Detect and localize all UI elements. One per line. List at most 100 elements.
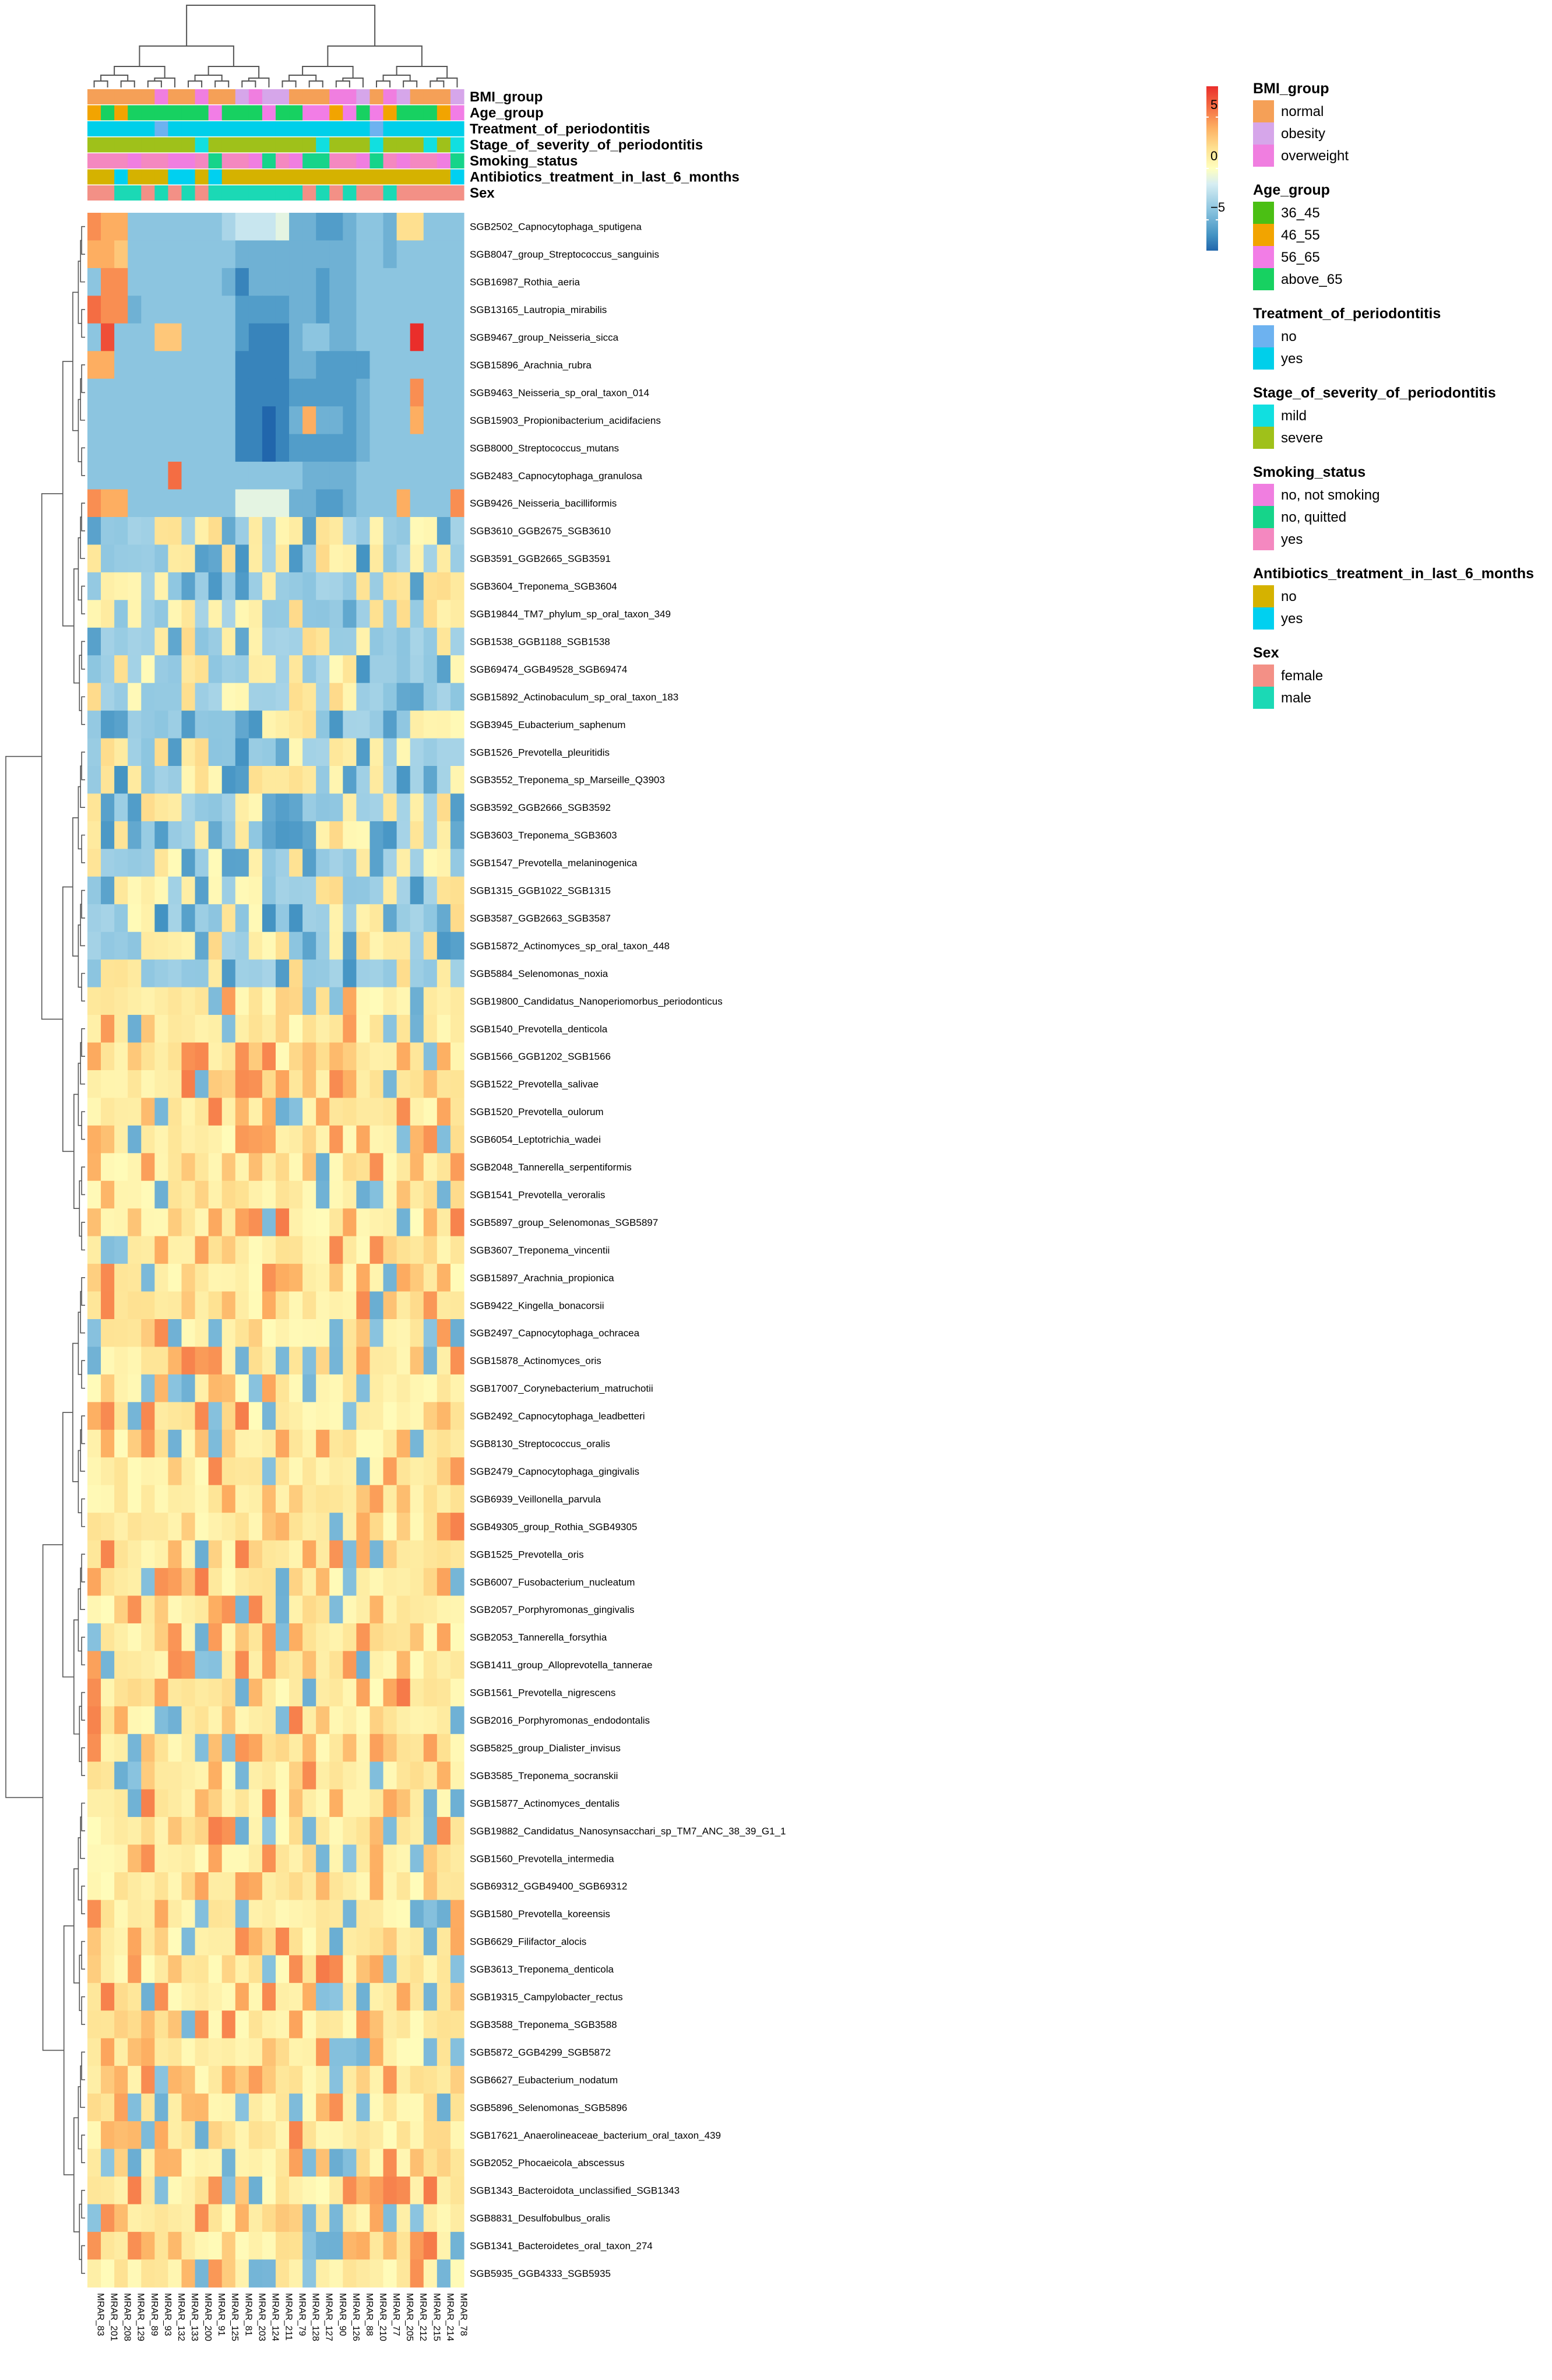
heatmap-cell <box>154 1208 169 1237</box>
heatmap-cell <box>329 1872 343 1901</box>
heatmap-cell <box>396 406 411 435</box>
heatmap-cell <box>289 1872 303 1901</box>
heatmap-cell <box>181 406 196 435</box>
heatmap-cell <box>423 931 438 960</box>
heatmap-cell <box>208 1706 223 1735</box>
heatmap-cell <box>208 1208 223 1237</box>
heatmap-cell <box>316 904 330 933</box>
heatmap-cell <box>343 1153 357 1182</box>
heatmap-cell <box>437 462 451 490</box>
heatmap-cell <box>195 213 209 241</box>
annotation-cell <box>101 153 115 168</box>
heatmap-cell <box>423 1623 438 1651</box>
heatmap-cell <box>437 793 451 822</box>
heatmap-cell <box>450 1236 464 1264</box>
heatmap-cell <box>221 1236 236 1264</box>
heatmap-cell <box>410 1844 424 1873</box>
heatmap-cell <box>235 378 249 407</box>
heatmap-cell <box>208 1900 223 1928</box>
heatmap-cell <box>114 1568 128 1597</box>
heatmap-cell <box>423 1817 438 1845</box>
heatmap-cell <box>195 2066 209 2094</box>
heatmap-cell <box>114 1678 128 1707</box>
heatmap-cell <box>423 268 438 296</box>
heatmap-cell <box>221 2231 236 2260</box>
heatmap-cell <box>383 1098 397 1126</box>
dendrogram-branch <box>5 755 43 1798</box>
heatmap-cell <box>343 406 357 435</box>
heatmap-cell <box>181 1374 196 1402</box>
dendrogram-branch <box>436 78 458 87</box>
heatmap-cell <box>248 1872 263 1901</box>
heatmap-cell <box>423 323 438 351</box>
heatmap-cell <box>329 821 343 849</box>
heatmap-cell <box>437 378 451 407</box>
heatmap-cell <box>343 600 357 628</box>
heatmap-cell <box>208 2176 223 2205</box>
heatmap-cell <box>128 1319 142 1348</box>
heatmap-cell <box>450 2121 464 2150</box>
heatmap-cell <box>410 1955 424 1984</box>
heatmap-cell <box>383 1208 397 1237</box>
heatmap-cell <box>248 1264 263 1292</box>
heatmap-cell <box>356 1817 371 1845</box>
heatmap-cell <box>114 711 128 739</box>
annotation-cell <box>114 121 128 136</box>
heatmap-cell <box>141 296 155 324</box>
heatmap-cell <box>141 1098 155 1126</box>
heatmap-cell <box>343 1208 357 1237</box>
heatmap-cell <box>235 1789 249 1817</box>
heatmap-cell <box>248 2121 263 2150</box>
heatmap-cell <box>101 2121 115 2150</box>
heatmap-cell <box>141 1817 155 1845</box>
heatmap-cell <box>450 1125 464 1154</box>
heatmap-cell <box>221 1651 236 1679</box>
heatmap-cell <box>369 1706 384 1735</box>
heatmap-cell <box>154 2204 169 2233</box>
heatmap-cell <box>396 987 411 1015</box>
heatmap-cell <box>437 1927 451 1956</box>
heatmap-cell <box>302 683 316 711</box>
heatmap-cell <box>396 683 411 711</box>
heatmap-cell <box>248 434 263 462</box>
heatmap-cell <box>168 213 182 241</box>
heatmap-cell <box>101 1513 115 1541</box>
heatmap-cell <box>275 2149 290 2177</box>
legend-swatch <box>1253 224 1274 246</box>
heatmap-cell <box>154 683 169 711</box>
heatmap-cell <box>369 2010 384 2039</box>
heatmap-cell <box>168 378 182 407</box>
legend-title: Antibiotics_treatment_in_last_6_months <box>1253 565 1534 582</box>
heatmap-cell <box>369 1180 384 1209</box>
heatmap-cell <box>410 462 424 490</box>
heatmap-cell <box>181 1347 196 1375</box>
heatmap-cell <box>275 1457 290 1486</box>
heatmap-cell <box>101 1347 115 1375</box>
heatmap-cell <box>410 351 424 379</box>
heatmap-cell <box>423 1955 438 1984</box>
heatmap-cell <box>423 683 438 711</box>
heatmap-cell <box>114 1623 128 1651</box>
row-label: SGB3585_Treponema_socranskii <box>470 1770 618 1781</box>
heatmap-cell <box>410 931 424 960</box>
heatmap-cell <box>343 849 357 877</box>
heatmap-cell <box>329 2149 343 2177</box>
heatmap-cell <box>208 1817 223 1845</box>
heatmap-cell <box>101 655 115 684</box>
heatmap-cell <box>369 1595 384 1624</box>
heatmap-cell <box>343 434 357 462</box>
heatmap-cell <box>329 1457 343 1486</box>
heatmap-cell <box>235 1900 249 1928</box>
legend-label: severe <box>1281 430 1323 446</box>
heatmap-cell <box>316 766 330 794</box>
heatmap-cell <box>154 1623 169 1651</box>
heatmap-cell <box>289 1374 303 1402</box>
heatmap-cell <box>262 793 276 822</box>
heatmap-cell <box>275 1180 290 1209</box>
heatmap-cell <box>423 489 438 518</box>
heatmap-cell <box>221 1180 236 1209</box>
annotation-cell <box>154 169 169 185</box>
heatmap-cell <box>141 268 155 296</box>
heatmap-cell <box>141 489 155 518</box>
heatmap-cell <box>289 572 303 600</box>
